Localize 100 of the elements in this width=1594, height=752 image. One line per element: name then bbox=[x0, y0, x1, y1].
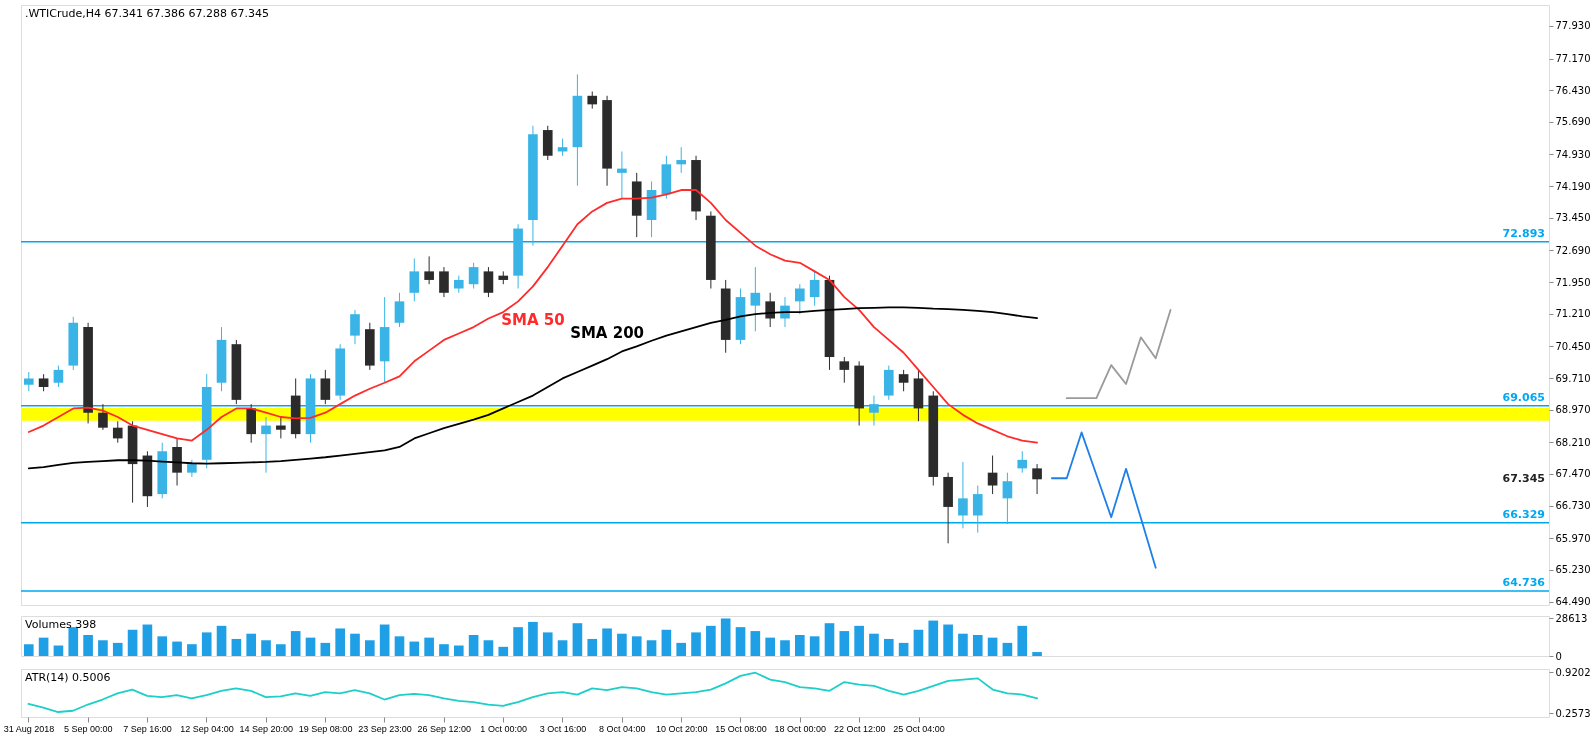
candlestick bbox=[320, 369, 331, 405]
series-label: SMA 200 bbox=[570, 324, 644, 343]
y-tick-label: 28613 bbox=[1555, 612, 1588, 624]
bar bbox=[898, 642, 909, 656]
candlestick bbox=[276, 416, 286, 439]
y-tick-label: 69.710 bbox=[1555, 372, 1591, 384]
y-tick-label: 70.450 bbox=[1555, 340, 1591, 352]
bar bbox=[246, 633, 257, 656]
bar bbox=[276, 644, 286, 656]
bar bbox=[83, 635, 93, 656]
y-tick-label: 67.470 bbox=[1555, 468, 1591, 480]
y-tick-label: 65.230 bbox=[1555, 564, 1591, 576]
candlestick bbox=[750, 266, 761, 332]
bar bbox=[38, 637, 49, 656]
bar bbox=[409, 641, 420, 656]
bar bbox=[1017, 625, 1028, 656]
candlestick bbox=[112, 420, 123, 444]
candlestick bbox=[765, 292, 775, 328]
bar bbox=[379, 624, 390, 656]
bar bbox=[913, 629, 924, 656]
candlestick bbox=[676, 146, 687, 174]
y-tick-label: 71.210 bbox=[1555, 308, 1591, 320]
x-tick-label: 23 Sep 23:00 bbox=[358, 723, 412, 734]
y-tick-label: 73.450 bbox=[1555, 212, 1591, 224]
candlestick bbox=[972, 485, 983, 534]
line-series bbox=[27, 671, 1039, 713]
candlestick bbox=[424, 255, 434, 285]
candlestick bbox=[261, 416, 271, 474]
candlestick bbox=[898, 369, 909, 392]
candlestick bbox=[809, 270, 820, 307]
bar bbox=[987, 637, 998, 656]
candlestick bbox=[958, 461, 968, 529]
x-tick-label: 15 Oct 08:00 bbox=[715, 723, 767, 734]
bar bbox=[201, 632, 212, 656]
bar bbox=[394, 636, 405, 656]
bar bbox=[617, 633, 627, 656]
bar bbox=[350, 633, 360, 656]
bar bbox=[735, 627, 746, 656]
line-series bbox=[27, 189, 1038, 444]
ref-line-label: 66.329 bbox=[1502, 507, 1545, 521]
x-tick-label: 18 Oct 00:00 bbox=[774, 723, 827, 734]
bar bbox=[216, 625, 227, 656]
bar bbox=[320, 642, 331, 656]
y-tick-label: 68.970 bbox=[1555, 404, 1591, 416]
bar bbox=[572, 623, 583, 656]
y-tick-label: 65.970 bbox=[1555, 532, 1591, 544]
line-series bbox=[1065, 309, 1172, 400]
bar bbox=[335, 628, 345, 656]
chart-title: .WTICrude,H4 67.341 67.386 67.288 67.345 bbox=[25, 7, 269, 20]
candlestick bbox=[409, 258, 420, 302]
x-tick-label: 12 Sep 04:00 bbox=[180, 723, 234, 734]
x-tick-label: 22 Oct 12:00 bbox=[833, 723, 886, 734]
annotation: 67.345 bbox=[1502, 472, 1545, 486]
y-tick-label: 0.2573 bbox=[1555, 707, 1591, 719]
bar bbox=[23, 644, 34, 656]
y-tick-label: 66.730 bbox=[1555, 500, 1591, 512]
x-tick-label: 7 Sep 16:00 bbox=[123, 723, 172, 734]
bar bbox=[172, 641, 182, 656]
y-tick-label: 77.170 bbox=[1555, 53, 1591, 65]
y-tick-label: 68.210 bbox=[1555, 436, 1591, 448]
bar bbox=[112, 642, 123, 656]
bar bbox=[68, 627, 79, 656]
candlestick bbox=[23, 371, 34, 392]
bar bbox=[958, 633, 968, 656]
candlestick bbox=[987, 455, 998, 495]
bar bbox=[557, 640, 568, 656]
bar bbox=[127, 629, 138, 656]
bar bbox=[646, 640, 657, 656]
bar bbox=[809, 636, 820, 656]
bar bbox=[780, 640, 790, 656]
bar bbox=[513, 627, 523, 656]
bar bbox=[1002, 642, 1013, 656]
bar bbox=[795, 635, 805, 656]
bar bbox=[453, 645, 464, 656]
y-tick-label: 76.430 bbox=[1555, 84, 1591, 96]
ref-line-label: 64.736 bbox=[1502, 576, 1546, 590]
bar bbox=[142, 624, 153, 656]
bar bbox=[691, 632, 701, 656]
candlestick bbox=[839, 356, 850, 384]
candlestick bbox=[350, 309, 360, 345]
bar bbox=[943, 624, 953, 656]
candlestick bbox=[1002, 472, 1013, 525]
bar bbox=[839, 631, 850, 656]
bar bbox=[424, 637, 434, 656]
candlestick bbox=[1017, 450, 1028, 474]
bar bbox=[483, 640, 494, 656]
x-tick-label: 8 Oct 04:00 bbox=[599, 723, 646, 734]
y-tick-label: 0.9202 bbox=[1555, 666, 1591, 678]
bar bbox=[750, 631, 761, 656]
bar bbox=[928, 620, 939, 656]
x-tick-label: 1 Oct 00:00 bbox=[480, 723, 527, 734]
candlestick bbox=[617, 150, 627, 200]
x-tick-label: 31 Aug 2018 bbox=[3, 723, 55, 734]
bar bbox=[261, 640, 271, 656]
bar bbox=[661, 629, 672, 656]
bar bbox=[528, 621, 538, 656]
x-tick-label: 5 Sep 00:00 bbox=[63, 723, 113, 734]
bar bbox=[631, 636, 642, 656]
candlestick bbox=[869, 395, 879, 427]
candlestick bbox=[394, 292, 405, 328]
